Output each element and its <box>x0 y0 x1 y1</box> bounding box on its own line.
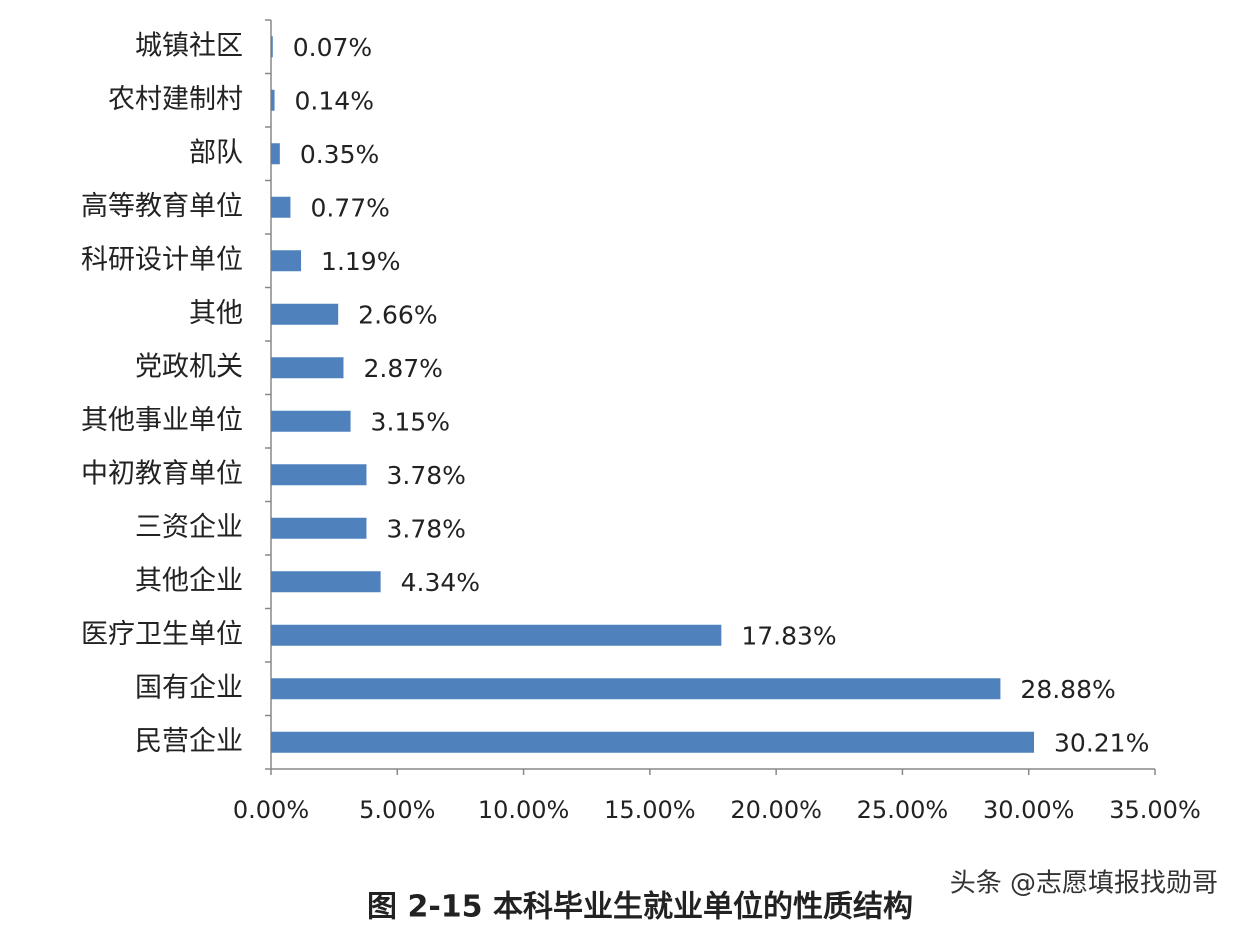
bar <box>271 303 339 325</box>
y-tick-label: 医疗卫生单位 <box>81 619 243 650</box>
bar <box>271 571 381 593</box>
data-label: 2.66% <box>358 300 437 329</box>
x-tick-label: 5.00% <box>359 796 435 824</box>
data-label: 3.78% <box>386 514 465 543</box>
watermark: 头条 @志愿填报找勋哥 <box>950 869 1218 899</box>
y-tick-label: 国有企业 <box>135 672 243 703</box>
data-label: 0.35% <box>300 140 379 169</box>
y-tick-label: 部队 <box>189 137 243 168</box>
y-tick-label: 科研设计单位 <box>81 244 243 275</box>
x-tick-label: 35.00% <box>1109 796 1201 824</box>
y-tick-label: 中初教育单位 <box>81 458 243 489</box>
y-tick-label: 民营企业 <box>135 726 243 757</box>
data-label: 3.78% <box>386 461 465 490</box>
bar <box>271 196 291 218</box>
bar <box>271 410 351 432</box>
y-tick-label: 其他事业单位 <box>81 405 243 436</box>
data-label: 3.15% <box>371 407 450 436</box>
y-tick-label: 其他企业 <box>135 565 243 596</box>
bar <box>271 517 367 539</box>
bar <box>271 357 344 379</box>
x-tick-label: 30.00% <box>983 796 1075 824</box>
x-tick-label: 25.00% <box>857 796 949 824</box>
y-tick-label: 党政机关 <box>135 351 243 382</box>
data-label: 17.83% <box>741 621 836 650</box>
y-tick-label: 农村建制村 <box>108 84 243 115</box>
x-tick-label: 10.00% <box>478 796 570 824</box>
bar <box>271 731 1035 753</box>
y-tick-label: 高等教育单位 <box>81 191 243 222</box>
data-label: 1.19% <box>321 247 400 276</box>
data-label: 4.34% <box>401 568 480 597</box>
data-label: 0.07% <box>293 33 372 62</box>
chart-title: 图 2-15 本科毕业生就业单位的性质结构 <box>367 890 913 925</box>
bar <box>271 143 280 165</box>
bar <box>271 36 273 58</box>
data-label: 0.77% <box>310 193 389 222</box>
data-label: 30.21% <box>1054 728 1149 757</box>
bar <box>271 464 367 486</box>
y-tick-label: 城镇社区 <box>135 30 243 61</box>
data-label: 28.88% <box>1020 675 1115 704</box>
data-label: 2.87% <box>363 354 442 383</box>
x-tick-label: 20.00% <box>730 796 822 824</box>
y-tick-label: 三资企业 <box>135 512 243 543</box>
data-label: 0.14% <box>295 86 374 115</box>
bar <box>271 678 1001 700</box>
bar <box>271 250 302 272</box>
bar <box>271 624 722 646</box>
x-tick-label: 15.00% <box>604 796 696 824</box>
y-tick-label: 其他 <box>189 298 243 329</box>
x-tick-label: 0.00% <box>233 796 309 824</box>
bar <box>271 89 275 111</box>
